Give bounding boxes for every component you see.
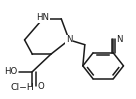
Text: O: O — [38, 82, 44, 91]
Text: HO: HO — [4, 67, 17, 76]
Text: N: N — [66, 35, 72, 44]
Text: Cl−H: Cl−H — [10, 83, 34, 92]
Text: HN: HN — [36, 13, 49, 22]
Text: N: N — [117, 35, 123, 44]
